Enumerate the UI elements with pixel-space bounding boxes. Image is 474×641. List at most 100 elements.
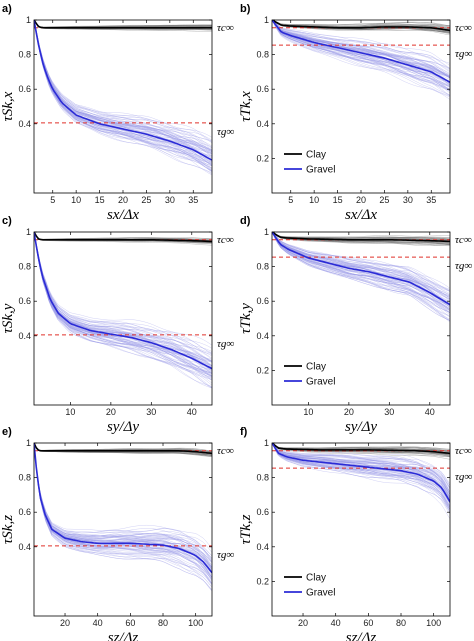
- realization-line: [272, 232, 450, 305]
- y-tick-label: 0.4: [256, 542, 269, 552]
- realization-line: [34, 232, 212, 378]
- gravel-realizations: [272, 20, 450, 100]
- realization-line: [34, 443, 212, 579]
- realization-line: [34, 232, 212, 355]
- realization-line: [34, 232, 212, 367]
- realization-line: [34, 20, 212, 151]
- realization-line: [272, 232, 450, 305]
- y-tick-label: 0.6: [18, 507, 31, 517]
- x-tick-label: 80: [396, 618, 406, 628]
- realization-line: [272, 443, 450, 501]
- y-tick-label: 1: [26, 438, 31, 448]
- realization-line: [272, 443, 450, 506]
- realization-line: [34, 20, 212, 151]
- realization-line: [34, 232, 212, 352]
- x-tick-label: 20: [60, 618, 70, 628]
- realization-line: [272, 443, 450, 511]
- realization-line: [34, 443, 212, 578]
- realization-line: [272, 232, 450, 296]
- clay-realizations: [34, 232, 212, 246]
- y-tick-label: 1: [264, 227, 269, 237]
- realization-line: [272, 232, 450, 297]
- realization-line: [272, 20, 450, 27]
- realization-line: [34, 20, 212, 149]
- plot-area: [272, 232, 450, 323]
- realization-line: [34, 20, 212, 143]
- x-tick-label: 20: [356, 195, 366, 205]
- x-tick-label: 30: [384, 407, 394, 417]
- gravel-asymptote-label: τg∞: [217, 126, 234, 138]
- realization-line: [272, 20, 450, 78]
- realization-line: [272, 232, 450, 299]
- realization-line: [34, 20, 212, 157]
- realization-line: [34, 443, 212, 587]
- realization-line: [34, 20, 212, 157]
- realization-line: [272, 232, 450, 311]
- y-axis-label: τTk,z: [238, 514, 254, 544]
- y-axis-label: τSk,y: [0, 303, 16, 333]
- realization-line: [272, 232, 450, 298]
- realization-line: [272, 443, 450, 520]
- y-tick-label: 0.8: [256, 262, 269, 272]
- gravel-mean-line: [34, 20, 212, 161]
- realization-line: [34, 20, 212, 138]
- clay-mean-line: [272, 20, 450, 32]
- realization-line: [34, 443, 212, 571]
- realization-line: [272, 20, 450, 87]
- realization-line: [34, 232, 212, 366]
- realization-line: [272, 232, 450, 313]
- realization-line: [34, 20, 212, 152]
- gravel-realizations: [34, 443, 212, 592]
- realization-line: [272, 20, 450, 69]
- panel-f: f) 20 40 60 80 100 0.2 0.4 0.6 0.8 1 sz/Δz τTk,z τc∞ τ…: [238, 426, 472, 641]
- x-tick-label: 30: [146, 407, 156, 417]
- realization-line: [272, 20, 450, 91]
- realization-line: [34, 232, 212, 240]
- realization-line: [272, 443, 450, 488]
- realization-line: [272, 232, 450, 237]
- realization-line: [34, 20, 212, 152]
- gravel-asymptote-label: τg∞: [217, 338, 234, 350]
- realization-line: [34, 232, 212, 366]
- gravel-mean-line: [34, 443, 212, 574]
- x-tick-label: 20: [118, 195, 128, 205]
- realization-line: [272, 443, 450, 510]
- realization-line: [34, 443, 212, 592]
- realization-line: [272, 232, 450, 295]
- realization-line: [34, 443, 212, 584]
- realization-line: [34, 443, 212, 573]
- plot-area: [272, 20, 450, 100]
- realization-line: [272, 443, 450, 488]
- x-axis-label: sz/Δz: [346, 630, 377, 641]
- realization-line: [34, 20, 212, 172]
- realization-line: [34, 232, 212, 384]
- clay-mean-line: [34, 232, 212, 243]
- y-tick-label: 0.2: [256, 153, 269, 163]
- realization-line: [34, 232, 212, 373]
- y-tick-label: 0.8: [256, 50, 269, 60]
- realization-line: [272, 443, 450, 493]
- realization-line: [272, 443, 450, 510]
- gravel-asymptote-label: τg∞: [455, 471, 472, 483]
- realization-line: [272, 443, 450, 495]
- realization-line: [272, 232, 450, 309]
- realization-line: [34, 20, 212, 150]
- realization-line: [34, 232, 212, 377]
- realization-line: [272, 443, 450, 513]
- x-tick-label: 25: [379, 195, 389, 205]
- realization-line: [272, 443, 450, 502]
- realization-line: [272, 232, 450, 311]
- realization-line: [272, 20, 450, 83]
- realization-line: [34, 20, 212, 151]
- gravel-mean-line: [272, 232, 450, 306]
- realization-line: [272, 232, 450, 246]
- x-tick-label: 80: [158, 618, 168, 628]
- realization-line: [272, 232, 450, 293]
- realization-line: [272, 20, 450, 83]
- x-tick-label: 10: [71, 195, 81, 205]
- realization-line: [272, 443, 450, 512]
- realization-line: [34, 20, 212, 157]
- realization-line: [272, 232, 450, 316]
- x-tick-label: 40: [93, 618, 103, 628]
- x-tick-label: 40: [187, 407, 197, 417]
